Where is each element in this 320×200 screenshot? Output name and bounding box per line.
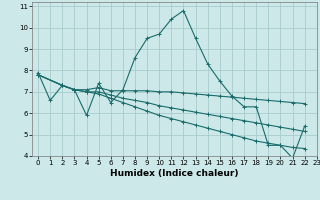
X-axis label: Humidex (Indice chaleur): Humidex (Indice chaleur) <box>110 169 239 178</box>
